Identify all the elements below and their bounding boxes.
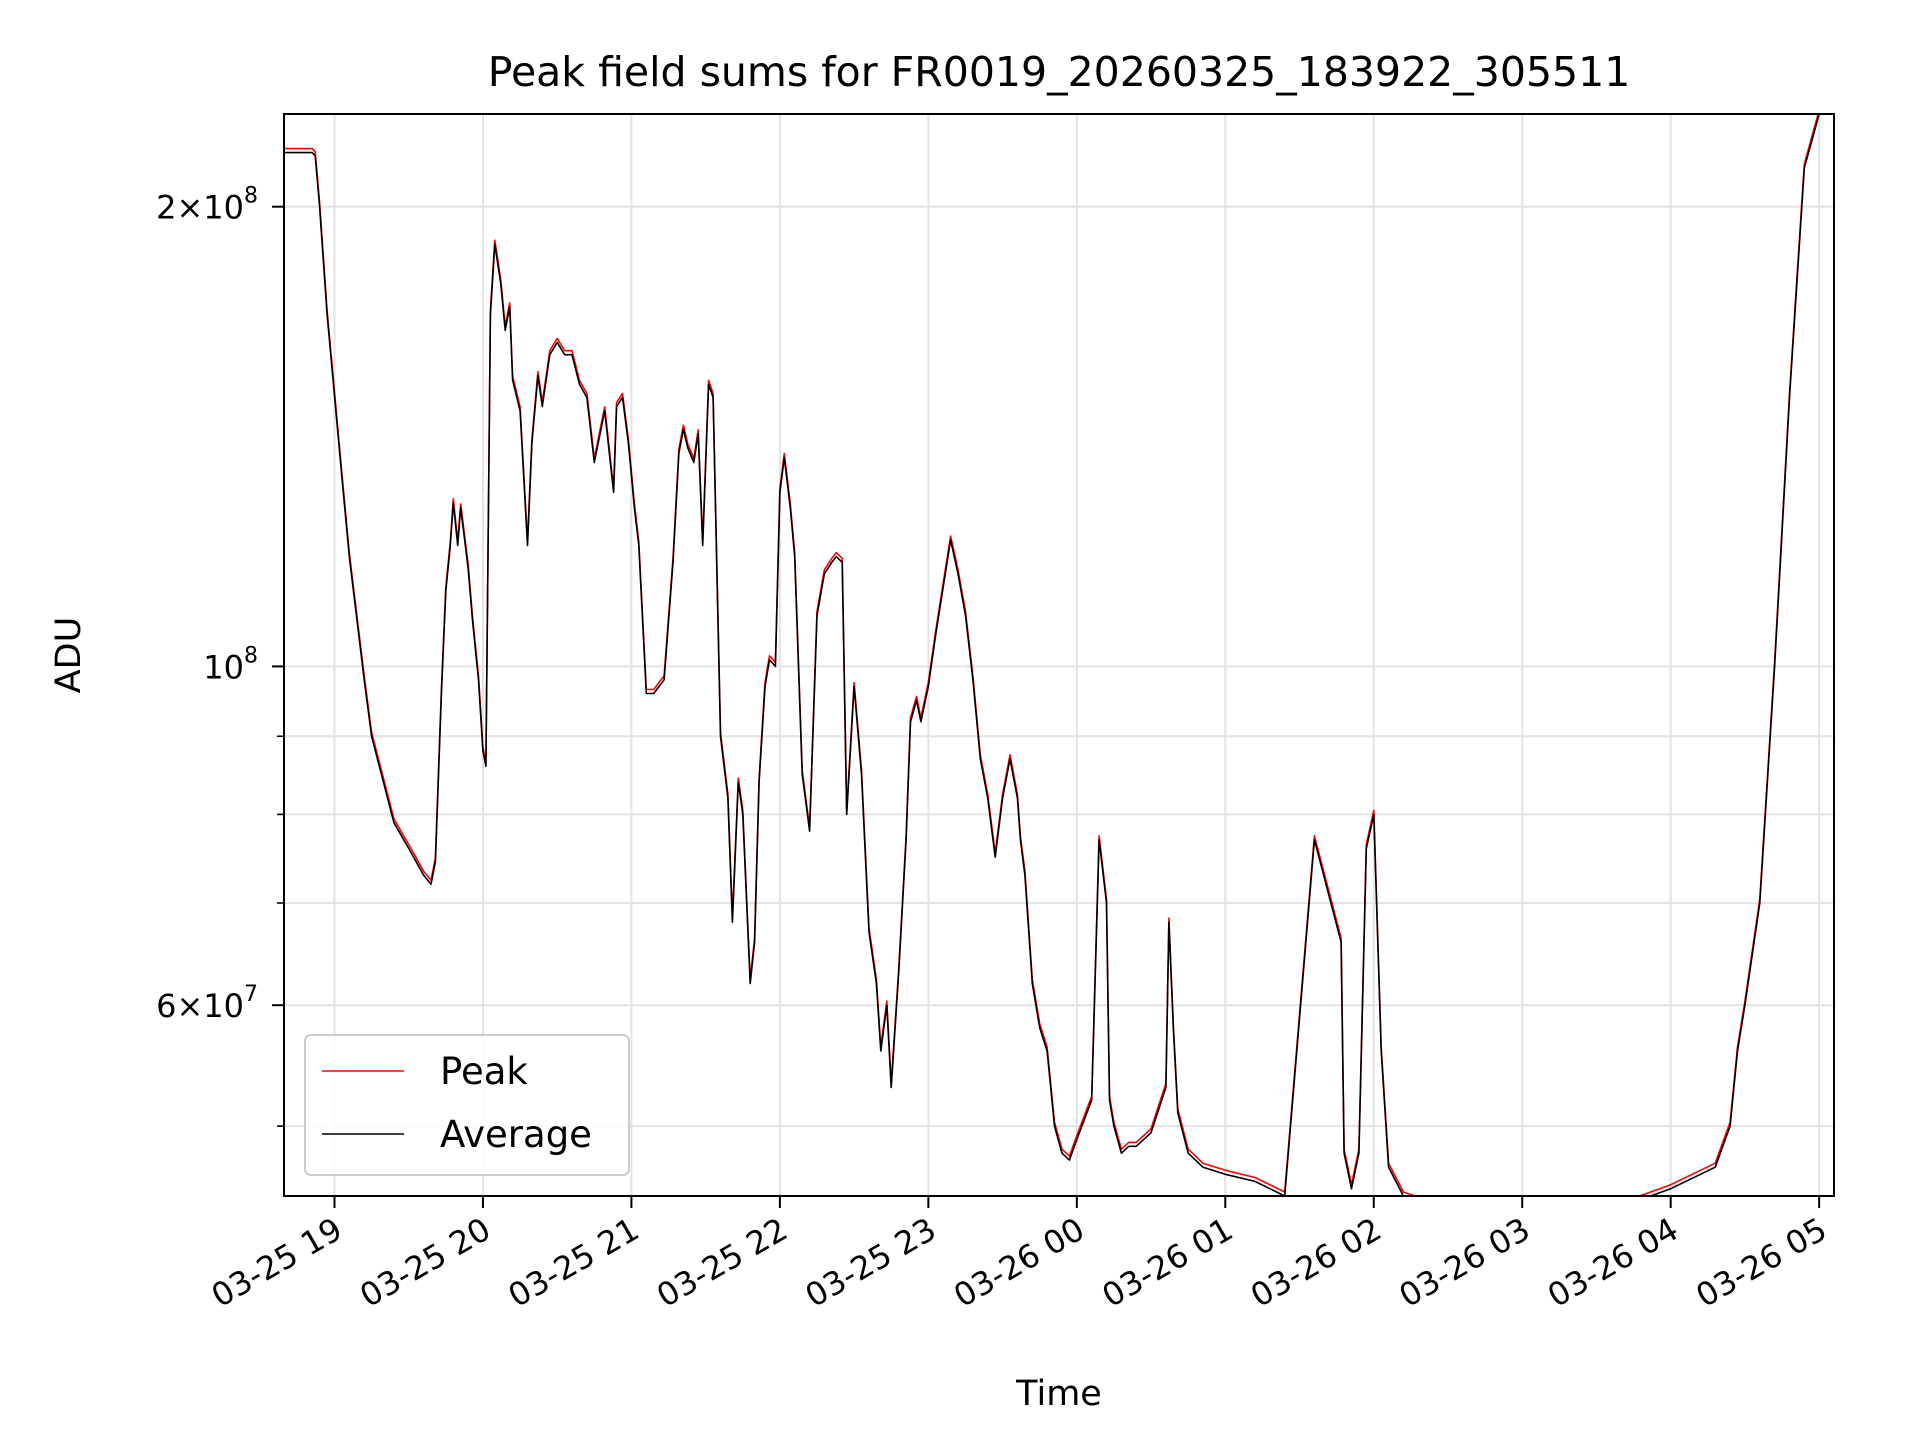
x-axis-label: Time — [1015, 1374, 1102, 1414]
x-tick-label: 03-26 02 — [1244, 1210, 1388, 1315]
x-tick-label: 03-26 05 — [1690, 1210, 1834, 1315]
y-tick-base: 10 — [203, 189, 244, 227]
y-axis-label: ADU — [49, 617, 89, 694]
x-tick-label: 03-26 00 — [947, 1210, 1091, 1315]
legend-label-average: Average — [440, 1113, 592, 1156]
y-tick-mantissa: 6 — [156, 987, 176, 1025]
y-tick-label: 2×108 — [156, 184, 258, 227]
y-tick-exponent: 7 — [244, 982, 258, 1007]
series-layer — [284, 114, 1820, 1196]
y-tick-exponent: 8 — [244, 643, 258, 668]
series-line-average — [284, 114, 1820, 1196]
y-tick-exponent: 8 — [244, 184, 258, 209]
plot-frame — [283, 113, 1835, 1197]
legend-label-peak: Peak — [440, 1050, 528, 1093]
y-tick-label: 6×107 — [156, 982, 258, 1025]
y-tick-times: × — [176, 189, 203, 227]
grid-layer — [284, 114, 1834, 1196]
x-tick-label: 03-26 03 — [1393, 1210, 1537, 1315]
x-tick-label: 03-25 21 — [502, 1210, 646, 1315]
y-tick-label: 108 — [203, 643, 258, 686]
y-tick-base: 10 — [203, 987, 244, 1025]
y-tick-mantissa: 2 — [156, 189, 176, 227]
legend: Peak Average — [304, 1034, 630, 1176]
y-tick-base: 10 — [203, 648, 244, 686]
x-tick-label: 03-26 01 — [1096, 1210, 1240, 1315]
x-tick-label: 03-26 04 — [1541, 1210, 1685, 1315]
x-tick-label: 03-25 19 — [205, 1210, 349, 1315]
x-tick-label: 03-25 22 — [650, 1210, 794, 1315]
y-tick-times: × — [176, 987, 203, 1025]
x-tick-label: 03-25 20 — [353, 1210, 497, 1315]
legend-box — [304, 1034, 630, 1176]
x-tick-label: 03-25 23 — [799, 1210, 943, 1315]
chart-title: Peak field sums for FR0019_20260325_1839… — [488, 48, 1631, 96]
